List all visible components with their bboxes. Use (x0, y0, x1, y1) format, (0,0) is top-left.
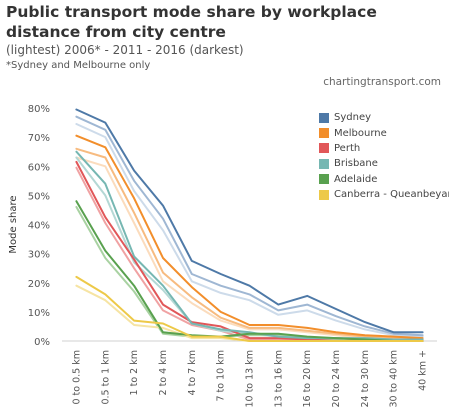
series-line-sydney-2016 (75, 108, 424, 334)
legend-item: Adelaide (319, 172, 449, 187)
legend-swatch (319, 112, 329, 123)
y-tick-label: 60% (28, 162, 50, 173)
x-tick-label: 16 to 20 km (302, 350, 313, 408)
legend-swatch (319, 158, 329, 169)
series-line-sydney-2011 (75, 115, 424, 337)
legend-swatch (319, 189, 329, 200)
x-tick-label: 13 to 16 km (273, 350, 284, 408)
legend-label: Sydney (334, 112, 372, 124)
x-tick-label: 4 to 7 km (187, 350, 198, 395)
x-tick-label: 24 to 30 km (360, 350, 371, 408)
series-line-adelaide-2016 (75, 200, 424, 342)
y-tick-label: 20% (28, 279, 50, 290)
y-tick-label: 30% (28, 250, 50, 261)
x-tick-label: 1 to 2 km (129, 350, 140, 395)
chart-legend: Sydney Melbourne Perth Brisbane Adelaide Canb… (319, 110, 449, 202)
legend-label: Perth (334, 142, 361, 154)
series-line-melbourne-2011 (75, 147, 424, 341)
legend-swatch (319, 174, 329, 185)
chart-subtitle: (lightest) 2006* - 2011 - 2016 (darkest) (6, 43, 244, 57)
legend-item: Brisbane (319, 156, 449, 171)
series-line-melbourne-2016 (75, 134, 424, 340)
x-tick-label: 20 to 24 km (331, 350, 342, 408)
legend-swatch (319, 128, 329, 139)
legend-label: Melbourne (334, 127, 387, 139)
legend-item: Melbourne (319, 125, 449, 140)
y-tick-label: 10% (28, 308, 50, 319)
x-tick-label: 0.5 to 1 km (100, 350, 111, 405)
y-tick-label: 40% (28, 221, 50, 232)
legend-label: Canberra - Queanbeyan (334, 189, 449, 201)
legend-item: Sydney (319, 110, 449, 125)
series-line-brisbane-2016 (75, 150, 424, 341)
y-tick-label: 0% (34, 337, 50, 348)
y-axis-label: Mode share (8, 195, 19, 253)
legend-label: Brisbane (334, 158, 378, 170)
x-tick-label: 0 to 0.5 km (71, 350, 82, 405)
x-tick-label: 7 to 10 km (216, 350, 227, 402)
series-line-canberra-queanbeyan-2016 (75, 275, 424, 342)
x-tick-label: 30 to 40 km (389, 350, 400, 408)
legend-item: Canberra - Queanbeyan (319, 187, 449, 202)
y-tick-label: 80% (28, 104, 50, 115)
chart-title: Public transport mode share by workplace… (6, 3, 377, 41)
x-tick-label: 10 to 13 km (245, 350, 256, 408)
chart-note: *Sydney and Melbourne only (6, 60, 151, 71)
legend-swatch (319, 143, 329, 154)
y-tick-label: 50% (28, 191, 50, 202)
legend-item: Perth (319, 141, 449, 156)
x-tick-label: 40 km + (418, 350, 429, 391)
series-line-sydney-2006 (75, 123, 424, 338)
source-credit: chartingtransport.com (323, 76, 441, 88)
x-tick-label: 2 to 4 km (158, 350, 169, 395)
y-tick-label: 70% (28, 133, 50, 144)
legend-label: Adelaide (334, 173, 378, 185)
